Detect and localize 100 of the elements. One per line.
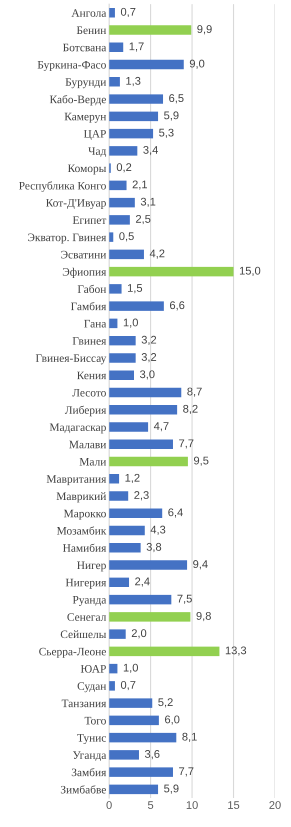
data-label: 3,6 [144, 750, 160, 760]
y-tick-label: Лесото [72, 388, 106, 397]
bar [109, 94, 164, 104]
bar [109, 681, 115, 691]
bar [109, 77, 120, 87]
y-tick-label: Намибия [62, 544, 106, 552]
bar [109, 664, 118, 674]
y-tick-label: Тунис [77, 734, 106, 744]
bar [109, 767, 173, 777]
data-label: 2,0 [132, 629, 146, 638]
y-tick-label: Зимбабве [60, 785, 106, 794]
bar [109, 491, 128, 501]
x-tick-label: 0 [106, 801, 112, 809]
data-label: 2,4 [135, 577, 150, 587]
data-label: 4,7 [154, 422, 169, 432]
data-label: 2,1 [132, 180, 147, 190]
x-tick-label: 5 [148, 801, 154, 809]
y-tick-label: Кения [77, 372, 106, 380]
data-label: 3,4 [143, 146, 158, 156]
y-tick-label: Мадагаскар [50, 423, 106, 434]
bar [109, 404, 178, 414]
y-tick-label: Руанда [72, 596, 106, 606]
bar [109, 629, 126, 639]
y-tick-label: Нигер [77, 562, 106, 572]
bar [109, 318, 118, 328]
bar [109, 594, 172, 604]
data-label: 8,7 [187, 388, 202, 397]
data-label: 1,2 [125, 474, 140, 484]
y-tick-label: Марокко [64, 510, 106, 520]
data-label: 0,7 [120, 8, 136, 18]
bar [109, 266, 234, 276]
y-tick-label: Эфиопия [62, 268, 106, 278]
y-tick-label: Египет [72, 216, 106, 224]
data-label: 13,3 [226, 646, 246, 656]
y-tick-label: Мавритания [46, 475, 106, 486]
y-tick-label: Сенегал [67, 613, 106, 621]
bar [109, 215, 130, 225]
bar [109, 250, 144, 260]
y-tick-label: Кот-Д'Ивуар [46, 199, 106, 210]
x-tick-label: 20 [269, 801, 281, 809]
y-tick-label: Кабо-Верде [50, 94, 106, 106]
y-tick-label: Бурунди [66, 78, 106, 88]
y-tick-label: Маврикий [56, 492, 106, 502]
bar [109, 560, 188, 570]
bar [109, 128, 154, 138]
bar [109, 301, 164, 311]
data-label: 6,4 [168, 508, 183, 518]
x-tick-label: 10 [186, 801, 198, 809]
data-label: 7,7 [179, 439, 194, 449]
y-tick-label: Танзания [62, 700, 106, 708]
bar [109, 232, 114, 242]
data-label: 5,2 [158, 698, 173, 708]
y-tick-label: Камерун [64, 112, 106, 123]
y-tick-label: Гамбия [70, 302, 106, 310]
bar [109, 353, 136, 363]
data-label: 2,5 [136, 214, 150, 224]
bar [109, 578, 130, 588]
data-label: 3,2 [142, 336, 156, 345]
y-tick-label: Эсватини [61, 250, 106, 258]
data-label: 2,3 [134, 491, 149, 500]
bar [109, 698, 152, 708]
y-tick-label: ЮАР [80, 665, 106, 673]
bar [109, 146, 138, 156]
data-label: 4,2 [150, 250, 164, 259]
data-label: 8,1 [182, 732, 197, 742]
data-label: 3,1 [140, 198, 156, 207]
bar [109, 388, 182, 398]
data-label: 15,0 [240, 266, 260, 276]
y-tick-label: Ангола [71, 9, 106, 17]
data-label: 6,6 [170, 301, 184, 310]
y-tick-label: Гвинея [72, 337, 106, 345]
data-label: 9,5 [194, 456, 208, 466]
data-label: 5,9 [164, 784, 179, 794]
data-label: 1,3 [126, 76, 140, 86]
bar [109, 646, 220, 656]
bar [109, 60, 184, 70]
bar [109, 112, 158, 122]
data-label: 9,4 [193, 560, 208, 570]
data-label: 1,5 [128, 284, 142, 294]
data-label: 0,2 [116, 163, 132, 172]
data-label: 0,7 [120, 680, 136, 690]
y-tick-label: Мали [80, 458, 106, 466]
bar [109, 42, 124, 52]
y-tick-label: Коморы [68, 164, 106, 174]
bar [109, 784, 158, 794]
bar [109, 8, 115, 18]
y-tick-label: Чад [88, 147, 106, 157]
bar [109, 336, 136, 346]
bar [109, 750, 139, 760]
data-label: 3,2 [142, 353, 156, 362]
bar [109, 456, 188, 466]
y-tick-label: Республика Конго [19, 181, 106, 192]
y-tick-label: Либерия [64, 406, 106, 416]
bar [109, 284, 122, 294]
data-label: 4,3 [150, 526, 166, 535]
bar [109, 508, 162, 518]
bar [109, 526, 145, 536]
y-tick-label: ЦАР [84, 130, 106, 140]
data-label: 5,3 [159, 128, 174, 138]
data-label: 9,8 [196, 612, 211, 622]
